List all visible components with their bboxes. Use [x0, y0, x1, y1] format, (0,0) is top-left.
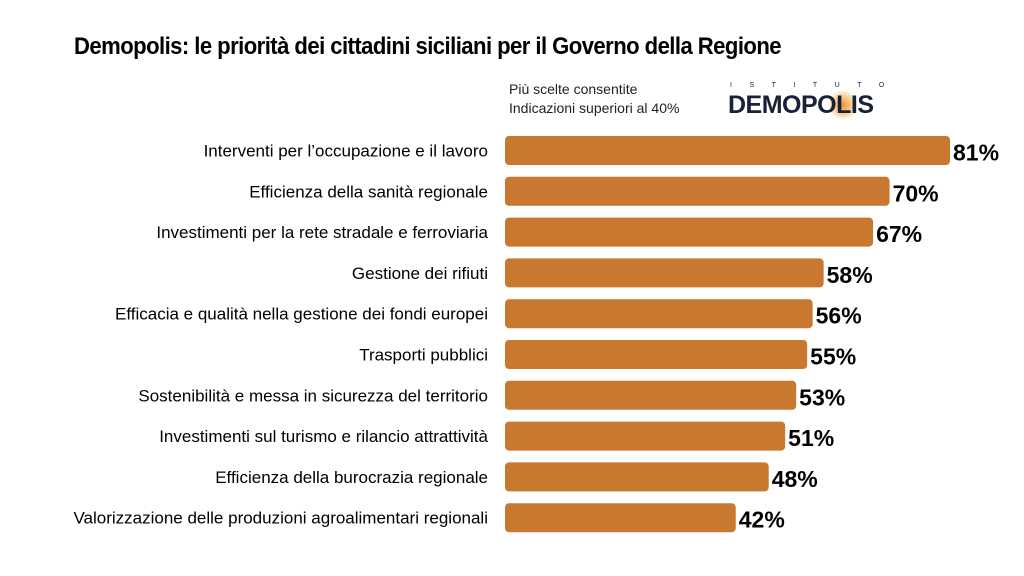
value-label-3: 67% [876, 221, 922, 247]
category-label-5: Efficacia e qualità nella gestione dei f… [115, 305, 488, 324]
value-label-10: 42% [739, 507, 785, 533]
category-label-7: Sostenibilità e messa in sicurezza del t… [138, 386, 488, 405]
value-label-5: 56% [816, 303, 862, 329]
bar-1 [505, 136, 950, 165]
value-label-7: 53% [799, 384, 845, 410]
category-label-10: Valorizzazione delle produzioni agroalim… [73, 509, 488, 528]
bar-8 [505, 421, 786, 451]
subtitle-line-1: Più scelte consentite [509, 81, 638, 97]
bar-9 [505, 462, 769, 492]
value-label-6: 55% [810, 344, 856, 370]
bar-3 [505, 217, 874, 247]
value-label-2: 70% [893, 180, 939, 206]
value-label-9: 48% [772, 466, 818, 492]
bar-2 [505, 176, 890, 206]
category-label-6: Trasporti pubblici [359, 346, 488, 365]
logo-small-text: ISTITUTO [730, 82, 902, 89]
logo-word: DEMOPOLIS [728, 91, 874, 119]
category-label-1: Interventi per l’occupazione e il lavoro [204, 142, 488, 161]
bar-5 [505, 299, 813, 329]
logo-sun-glow [828, 90, 858, 120]
bar-7 [505, 380, 797, 410]
bar-4 [505, 258, 824, 288]
category-label-8: Investimenti sul turismo e rilancio attr… [159, 427, 488, 446]
category-label-3: Investimenti per la rete stradale e ferr… [156, 223, 488, 242]
category-label-4: Gestione dei rifiuti [352, 264, 488, 283]
value-label-4: 58% [827, 262, 873, 288]
demopolis-logo: ISTITUTO DEMOPOLIS [728, 82, 918, 122]
chart-title: Demopolis: le priorità dei cittadini sic… [74, 33, 782, 60]
category-label-9: Efficienza della burocrazia regionale [215, 468, 488, 487]
chart-subtitle: Più scelte consentite Indicazioni superi… [509, 80, 679, 118]
category-label-2: Efficienza della sanità regionale [249, 182, 488, 201]
bar-10 [505, 503, 736, 533]
subtitle-line-2: Indicazioni superiori al 40% [509, 100, 680, 116]
value-label-1: 81% [953, 140, 999, 166]
bar-6 [505, 340, 808, 369]
value-label-8: 51% [788, 425, 834, 451]
